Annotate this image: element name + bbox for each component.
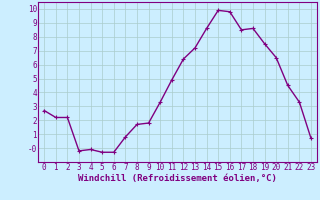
X-axis label: Windchill (Refroidissement éolien,°C): Windchill (Refroidissement éolien,°C) [78,174,277,183]
